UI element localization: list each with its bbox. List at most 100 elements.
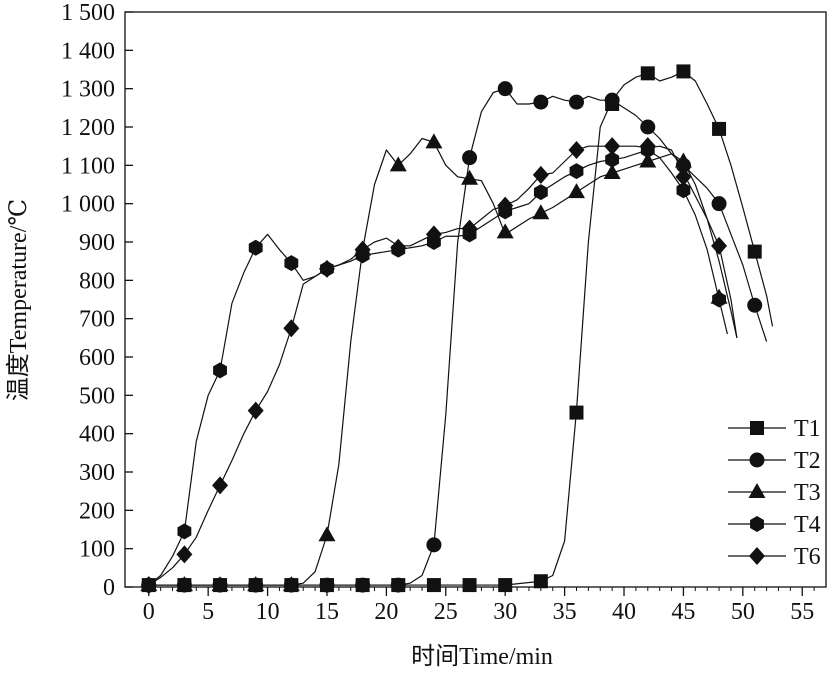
data-point-t4: [284, 255, 299, 272]
legend-label: T2: [794, 448, 821, 474]
series-markers-t4: [141, 142, 726, 594]
x-tick-label: 45: [671, 599, 695, 625]
x-tick-label: 5: [202, 599, 214, 625]
x-tick-label: 55: [790, 599, 814, 625]
data-point-t6: [711, 236, 728, 255]
y-tick-label: 1 400: [61, 38, 115, 64]
data-point-t1: [640, 66, 655, 81]
data-point-t4: [177, 523, 192, 540]
data-point-t2: [426, 537, 442, 553]
legend-marker-t2: [749, 452, 765, 468]
x-tick-label: 50: [731, 599, 755, 625]
y-tick-label: 500: [79, 383, 115, 409]
series-line-t2: [148, 88, 768, 586]
x-tick-label: 30: [493, 599, 517, 625]
data-point-t4: [605, 151, 620, 168]
data-point-t3: [211, 576, 229, 592]
data-point-t6: [140, 576, 157, 595]
data-point-t2: [497, 81, 513, 97]
data-point-t1: [676, 64, 691, 79]
y-tick-label: 0: [103, 575, 115, 601]
data-point-t3: [603, 164, 621, 179]
series-markers: [140, 64, 763, 595]
data-point-t3: [389, 156, 407, 172]
data-point-t3: [175, 576, 193, 592]
data-point-t3: [318, 526, 336, 542]
x-tick-label: 0: [143, 599, 155, 625]
y-tick-label: 300: [79, 460, 115, 486]
data-point-t1: [712, 121, 727, 136]
series-line-t4: [148, 149, 728, 586]
data-point-t3: [674, 152, 692, 168]
data-point-t3: [425, 133, 443, 149]
legend-marker-t3: [748, 483, 766, 498]
legend-label: T3: [794, 480, 821, 506]
data-point-t1: [498, 578, 513, 593]
data-point-t3: [532, 204, 550, 220]
x-axis-title: 时间Time/min: [411, 643, 553, 670]
data-point-t3: [461, 169, 479, 185]
series-line-t3: [148, 137, 738, 586]
legend-label: T6: [794, 544, 821, 570]
y-axis: 0 100 200 300 400 500 600 700 800 900 1 000 1 100 1 …: [61, 0, 133, 601]
y-tick-label: 900: [79, 230, 115, 256]
y-tick-label: 1 100: [61, 153, 115, 179]
y-tick-label: 1 000: [61, 192, 115, 218]
series-markers-t6: [140, 137, 728, 595]
data-point-t6: [639, 137, 656, 156]
y-tick-label: 1 500: [61, 0, 115, 26]
data-point-t6: [675, 167, 692, 186]
data-point-t6: [354, 240, 371, 259]
legend: T1 T2 T3 T4 T6: [728, 416, 821, 570]
data-point-t6: [283, 319, 300, 338]
data-point-t6: [497, 196, 514, 215]
data-point-t2: [319, 577, 335, 593]
data-point-t4: [676, 182, 691, 199]
legend-item-t6: T6: [728, 544, 821, 570]
data-point-t3: [247, 576, 265, 592]
data-point-t2: [462, 150, 478, 166]
legend-item-t2: T2: [728, 448, 821, 474]
x-tick-label: 35: [553, 599, 577, 625]
data-point-t6: [604, 137, 621, 156]
series-line-t1: [148, 70, 774, 586]
legend-marker-t6: [749, 547, 765, 565]
y-tick-label: 600: [79, 345, 115, 371]
x-tick-label: 25: [434, 599, 458, 625]
data-point-t2: [711, 196, 727, 212]
data-point-t6: [568, 141, 585, 159]
data-point-t2: [747, 297, 763, 313]
y-tick-label: 1 200: [61, 115, 115, 141]
y-axis-title: 温度Temperature/℃: [5, 199, 32, 401]
data-point-t4: [248, 239, 263, 256]
data-point-t2: [390, 577, 406, 593]
data-point-t4: [569, 163, 584, 180]
data-point-t6: [176, 545, 193, 564]
y-tick-label: 700: [79, 307, 115, 333]
data-point-t2: [640, 119, 656, 135]
data-point-t4: [712, 291, 726, 308]
y-tick-label: 800: [79, 268, 115, 294]
data-point-t2: [604, 92, 620, 108]
data-point-t6: [425, 225, 442, 244]
data-point-t3: [639, 152, 657, 168]
series-markers-t3: [140, 133, 728, 592]
data-point-t6: [532, 165, 549, 184]
y-tick-label: 400: [79, 422, 115, 448]
data-point-t1: [462, 578, 477, 593]
data-point-t3: [282, 576, 300, 592]
data-point-t1: [569, 405, 584, 420]
data-point-t6: [390, 238, 407, 257]
data-point-t2: [533, 94, 549, 110]
legend-item-t4: T4: [728, 512, 821, 538]
legend-item-t3: T3: [728, 480, 821, 506]
x-tick-label: 15: [315, 599, 339, 625]
data-point-t1: [426, 578, 441, 593]
series-lines: [148, 70, 774, 586]
data-point-t2: [355, 577, 371, 593]
data-point-t6: [461, 219, 478, 238]
y-tick-label: 1 300: [61, 77, 115, 103]
y-tick-label: 200: [79, 498, 115, 524]
